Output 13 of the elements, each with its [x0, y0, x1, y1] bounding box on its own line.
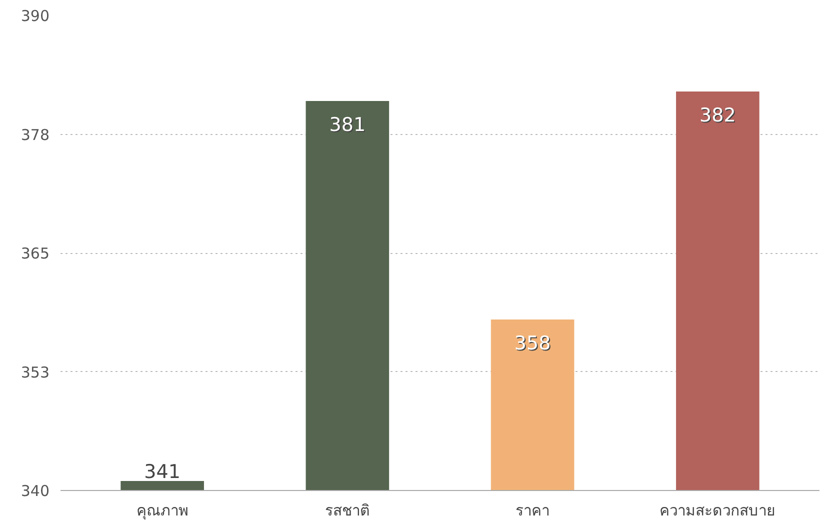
data-label: 382	[700, 104, 736, 126]
y-tick-label: 365	[20, 244, 50, 262]
y-tick-label: 340	[20, 482, 50, 500]
x-tick-label: รสชาติ	[324, 502, 370, 520]
y-tick-label: 390	[20, 7, 50, 25]
data-label: 358	[514, 332, 551, 354]
x-tick-label: ความสะดวกสบาย	[660, 502, 776, 520]
x-tick-label: ราคา	[516, 502, 550, 520]
x-tick-label: คุณภาพ	[136, 502, 188, 520]
y-tick-label: 378	[20, 126, 50, 144]
data-label: 381	[329, 114, 366, 136]
y-tick-label: 353	[20, 363, 50, 382]
data-label: 341	[144, 461, 180, 483]
